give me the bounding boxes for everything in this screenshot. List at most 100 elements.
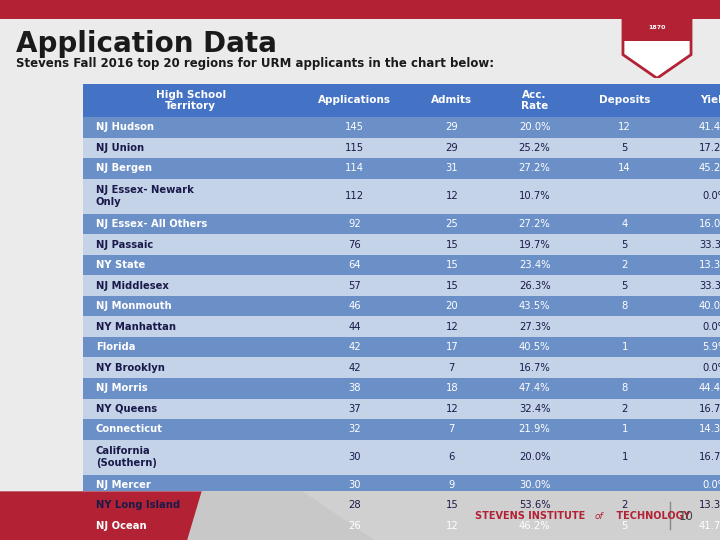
Text: 33.3%: 33.3%: [699, 240, 720, 249]
Text: 13.3%: 13.3%: [699, 501, 720, 510]
Bar: [410, 158, 493, 179]
Text: 76: 76: [348, 240, 361, 249]
Bar: [673, 495, 720, 516]
Bar: [0, 0, 720, 19]
Bar: [410, 378, 493, 399]
Text: NY Manhattan: NY Manhattan: [96, 322, 176, 332]
Text: 7: 7: [449, 424, 455, 434]
Text: 16.0%: 16.0%: [699, 219, 720, 229]
Bar: [83, 536, 299, 540]
Text: NJ Hudson: NJ Hudson: [96, 123, 154, 132]
Bar: [410, 419, 493, 440]
Text: Stevens Fall 2016 top 20 regions for URM applicants in the chart below:: Stevens Fall 2016 top 20 regions for URM…: [16, 57, 494, 70]
Text: 43.5%: 43.5%: [519, 301, 550, 311]
Polygon shape: [187, 491, 374, 540]
Text: 1: 1: [621, 342, 628, 352]
Bar: [576, 138, 673, 158]
Bar: [493, 536, 576, 540]
Bar: [299, 516, 410, 536]
Bar: [299, 495, 410, 516]
Bar: [493, 357, 576, 378]
Bar: [576, 84, 673, 117]
Text: 0.0%: 0.0%: [702, 322, 720, 332]
Bar: [493, 158, 576, 179]
Text: Florida: Florida: [96, 342, 135, 352]
Bar: [83, 117, 299, 138]
Bar: [673, 516, 720, 536]
Bar: [299, 316, 410, 337]
Bar: [673, 536, 720, 540]
Bar: [299, 399, 410, 419]
Text: 15: 15: [446, 501, 458, 510]
Text: 64: 64: [348, 260, 361, 270]
Bar: [299, 255, 410, 275]
Text: 9: 9: [449, 480, 455, 490]
Text: 12: 12: [446, 322, 458, 332]
Bar: [410, 536, 493, 540]
Text: 12: 12: [446, 404, 458, 414]
Text: NJ Ocean: NJ Ocean: [96, 521, 146, 531]
Text: NJ Essex- Newark
Only: NJ Essex- Newark Only: [96, 186, 194, 207]
Bar: [576, 475, 673, 495]
Bar: [83, 316, 299, 337]
Bar: [83, 337, 299, 357]
Text: 5: 5: [621, 521, 628, 531]
Bar: [410, 357, 493, 378]
Bar: [493, 275, 576, 296]
Text: 7: 7: [449, 363, 455, 373]
Bar: [493, 214, 576, 234]
Text: 27.3%: 27.3%: [519, 322, 550, 332]
Bar: [576, 234, 673, 255]
Text: 20: 20: [446, 301, 458, 311]
Bar: [493, 117, 576, 138]
Text: 44.4%: 44.4%: [699, 383, 720, 393]
Bar: [576, 516, 673, 536]
Text: 12: 12: [446, 521, 458, 531]
Bar: [83, 179, 299, 214]
Text: 27.2%: 27.2%: [518, 164, 551, 173]
Text: Application Data: Application Data: [16, 30, 276, 58]
Text: 25.2%: 25.2%: [518, 143, 551, 153]
Text: 42: 42: [348, 363, 361, 373]
Polygon shape: [0, 491, 274, 540]
Bar: [410, 495, 493, 516]
Text: 30: 30: [348, 480, 361, 490]
Text: California
(Southern): California (Southern): [96, 446, 157, 468]
Bar: [673, 475, 720, 495]
Text: NJ Essex- All Others: NJ Essex- All Others: [96, 219, 207, 229]
Text: High School
Territory: High School Territory: [156, 90, 226, 111]
Bar: [410, 440, 493, 475]
Bar: [299, 357, 410, 378]
Bar: [576, 316, 673, 337]
Bar: [673, 440, 720, 475]
Bar: [299, 419, 410, 440]
Bar: [493, 419, 576, 440]
Text: 5: 5: [621, 281, 628, 291]
Bar: [410, 214, 493, 234]
Bar: [673, 234, 720, 255]
Text: 44: 44: [348, 322, 361, 332]
Bar: [83, 516, 299, 536]
Bar: [410, 316, 493, 337]
Text: 15: 15: [446, 260, 458, 270]
Text: 2: 2: [621, 501, 628, 510]
Text: 2: 2: [621, 260, 628, 270]
Bar: [673, 179, 720, 214]
Text: NJ Bergen: NJ Bergen: [96, 164, 152, 173]
Bar: [83, 419, 299, 440]
Text: 19.7%: 19.7%: [518, 240, 551, 249]
Bar: [410, 275, 493, 296]
Bar: [576, 179, 673, 214]
Bar: [493, 84, 576, 117]
Text: 1870: 1870: [648, 25, 666, 30]
Text: 15: 15: [446, 281, 458, 291]
Bar: [493, 440, 576, 475]
Bar: [576, 255, 673, 275]
Text: 20.0%: 20.0%: [519, 123, 550, 132]
Bar: [83, 296, 299, 316]
Text: 45.2%: 45.2%: [699, 164, 720, 173]
Bar: [299, 158, 410, 179]
Text: 10: 10: [678, 510, 693, 523]
Text: 1: 1: [621, 424, 628, 434]
Bar: [493, 378, 576, 399]
